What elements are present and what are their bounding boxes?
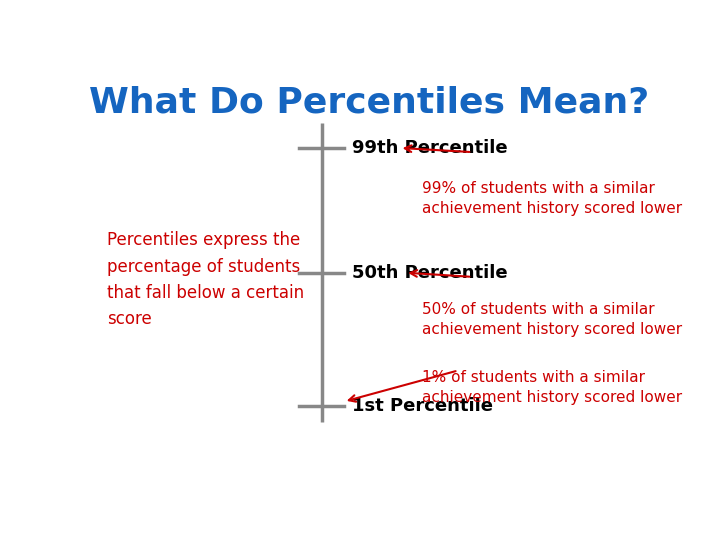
Text: 50th Percentile: 50th Percentile [352, 264, 508, 282]
Text: 99th Percentile: 99th Percentile [352, 139, 508, 157]
Text: 1st Percentile: 1st Percentile [352, 397, 493, 415]
Text: 1% of students with a similar
achievement history scored lower: 1% of students with a similar achievemen… [422, 370, 682, 405]
Text: 99% of students with a similar
achievement history scored lower: 99% of students with a similar achieveme… [422, 181, 682, 216]
Text: What Do Percentiles Mean?: What Do Percentiles Mean? [89, 85, 649, 119]
Text: Percentiles express the
percentage of students
that fall below a certain
score: Percentiles express the percentage of st… [107, 231, 304, 328]
Text: 50% of students with a similar
achievement history scored lower: 50% of students with a similar achieveme… [422, 302, 682, 336]
